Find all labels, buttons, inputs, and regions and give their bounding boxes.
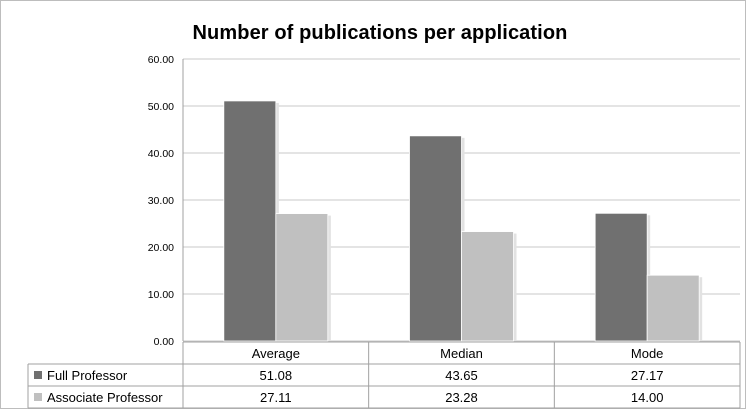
bar-associate-professor-median bbox=[461, 231, 514, 342]
data-label: 51.08 bbox=[260, 368, 293, 383]
x-tick-label: Mode bbox=[631, 346, 664, 361]
x-tick-label: Median bbox=[440, 346, 483, 361]
y-tick-label: 50.00 bbox=[148, 101, 174, 113]
y-tick-label: 10.00 bbox=[148, 289, 174, 301]
legend-label: Associate Professor bbox=[47, 390, 163, 405]
data-label: 43.65 bbox=[445, 368, 478, 383]
legend-swatch bbox=[34, 393, 42, 401]
bar-full-professor-average bbox=[223, 100, 277, 342]
legend-label: Full Professor bbox=[47, 368, 128, 383]
y-tick-label: 30.00 bbox=[148, 195, 174, 207]
chart-title: Number of publications per application bbox=[192, 22, 568, 44]
bar-associate-professor-mode bbox=[646, 274, 700, 342]
y-tick-label: 0.00 bbox=[154, 336, 175, 348]
bar-full-professor-median bbox=[409, 135, 462, 342]
y-tick-label: 20.00 bbox=[148, 242, 174, 254]
bar-full-professor-mode bbox=[594, 212, 648, 342]
bar-associate-professor-average bbox=[275, 213, 329, 342]
data-label: 27.17 bbox=[631, 368, 664, 383]
y-tick-label: 40.00 bbox=[148, 148, 174, 160]
x-tick-label: Average bbox=[252, 346, 300, 361]
y-tick-label: 60.00 bbox=[148, 54, 174, 66]
data-label: 27.11 bbox=[260, 390, 292, 405]
data-label: 14.00 bbox=[631, 390, 664, 405]
legend-swatch bbox=[34, 371, 42, 379]
data-label: 23.28 bbox=[445, 390, 478, 405]
